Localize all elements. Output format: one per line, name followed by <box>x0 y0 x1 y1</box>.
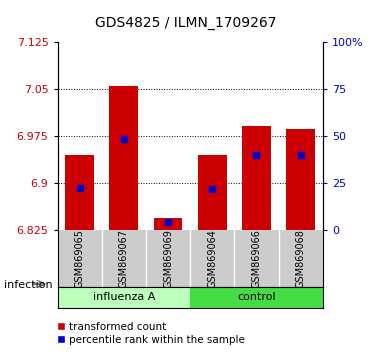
Text: GSM869066: GSM869066 <box>252 229 262 288</box>
Bar <box>109 86 138 230</box>
Text: infection: infection <box>4 280 52 290</box>
Bar <box>65 155 94 230</box>
Bar <box>154 218 183 230</box>
Text: GSM869068: GSM869068 <box>296 229 306 288</box>
Text: GSM869064: GSM869064 <box>207 229 217 288</box>
Text: GDS4825 / ILMN_1709267: GDS4825 / ILMN_1709267 <box>95 16 276 30</box>
Bar <box>190 287 323 308</box>
Text: GSM869069: GSM869069 <box>163 229 173 288</box>
Text: GSM869065: GSM869065 <box>75 229 85 288</box>
Text: influenza A: influenza A <box>93 292 155 302</box>
Text: GSM869067: GSM869067 <box>119 229 129 288</box>
Bar <box>58 287 190 308</box>
Bar <box>242 126 271 230</box>
Bar <box>198 155 227 230</box>
Bar <box>286 129 315 230</box>
Text: control: control <box>237 292 276 302</box>
Legend: transformed count, percentile rank within the sample: transformed count, percentile rank withi… <box>53 317 249 349</box>
